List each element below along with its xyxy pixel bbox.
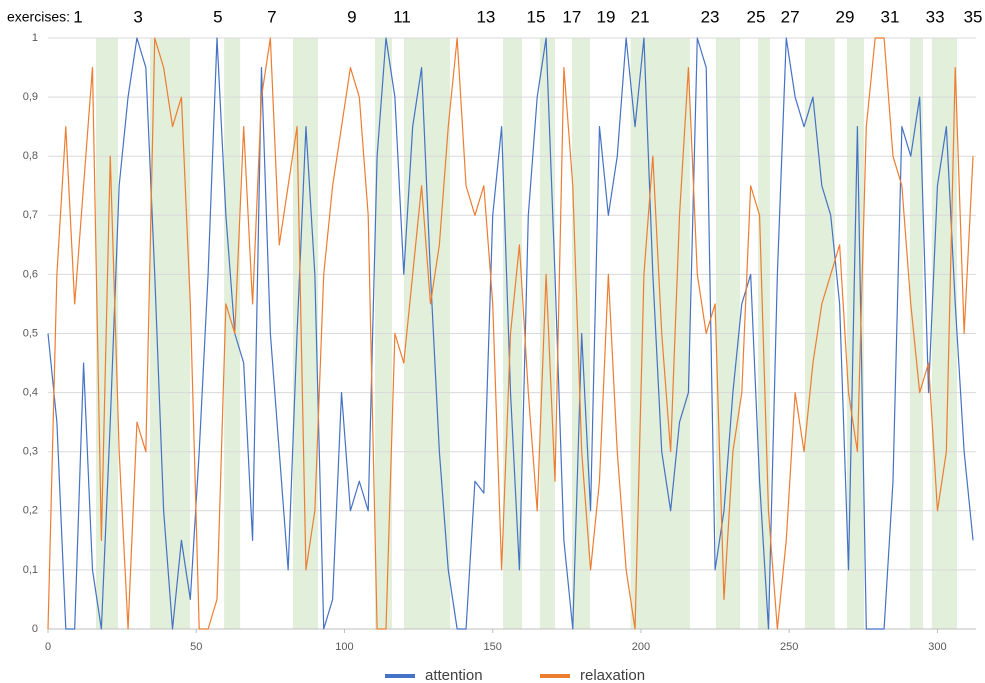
x-tick-label: 200 [632,641,650,653]
x-tick-label: 300 [928,641,946,653]
exercise-number: 17 [562,7,581,26]
y-tick-label: 0,5 [23,327,38,339]
exercise-number: 23 [701,7,720,26]
exercises-label: exercises: [7,9,70,25]
y-tick-label: 0,1 [23,564,38,576]
exercise-number: 1 [73,7,82,26]
legend-label: attention [425,667,483,683]
y-tick-label: 0,3 [23,446,38,458]
x-tick-label: 150 [484,641,502,653]
y-tick-label: 0,8 [23,150,38,162]
series-line [47,37,974,630]
exercise-number: 33 [926,7,945,26]
y-tick-label: 1 [32,32,38,44]
exercise-number: 27 [781,7,800,26]
exercise-number: 3 [133,7,142,26]
y-tick-label: 0,2 [23,505,38,517]
exercise-number: 11 [393,7,411,26]
y-tick-label: 0,7 [23,209,38,221]
x-tick-label: 100 [335,641,353,653]
y-tick-label: 0,4 [23,387,38,399]
exercise-number: 21 [631,7,650,26]
exercise-number: 31 [881,7,900,26]
exercise-number: 35 [964,7,983,26]
y-tick-label: 0,6 [23,268,38,280]
x-tick-label: 250 [780,641,798,653]
x-tick-label: 50 [190,641,202,653]
exercise-number: 7 [267,7,276,26]
legend-label: relaxation [580,667,645,683]
exercise-number: 5 [213,7,222,26]
exercise-number: 15 [527,7,546,26]
x-tick-label: 0 [45,641,51,653]
y-tick-label: 0,9 [23,91,38,103]
exercise-number: 29 [835,7,854,26]
exercise-number: 13 [476,7,495,26]
exercise-number: 25 [747,7,766,26]
exercise-number: 19 [597,7,616,26]
y-tick-label: 0 [32,623,38,635]
series-line [47,37,974,630]
exercise-number: 9 [347,7,356,26]
